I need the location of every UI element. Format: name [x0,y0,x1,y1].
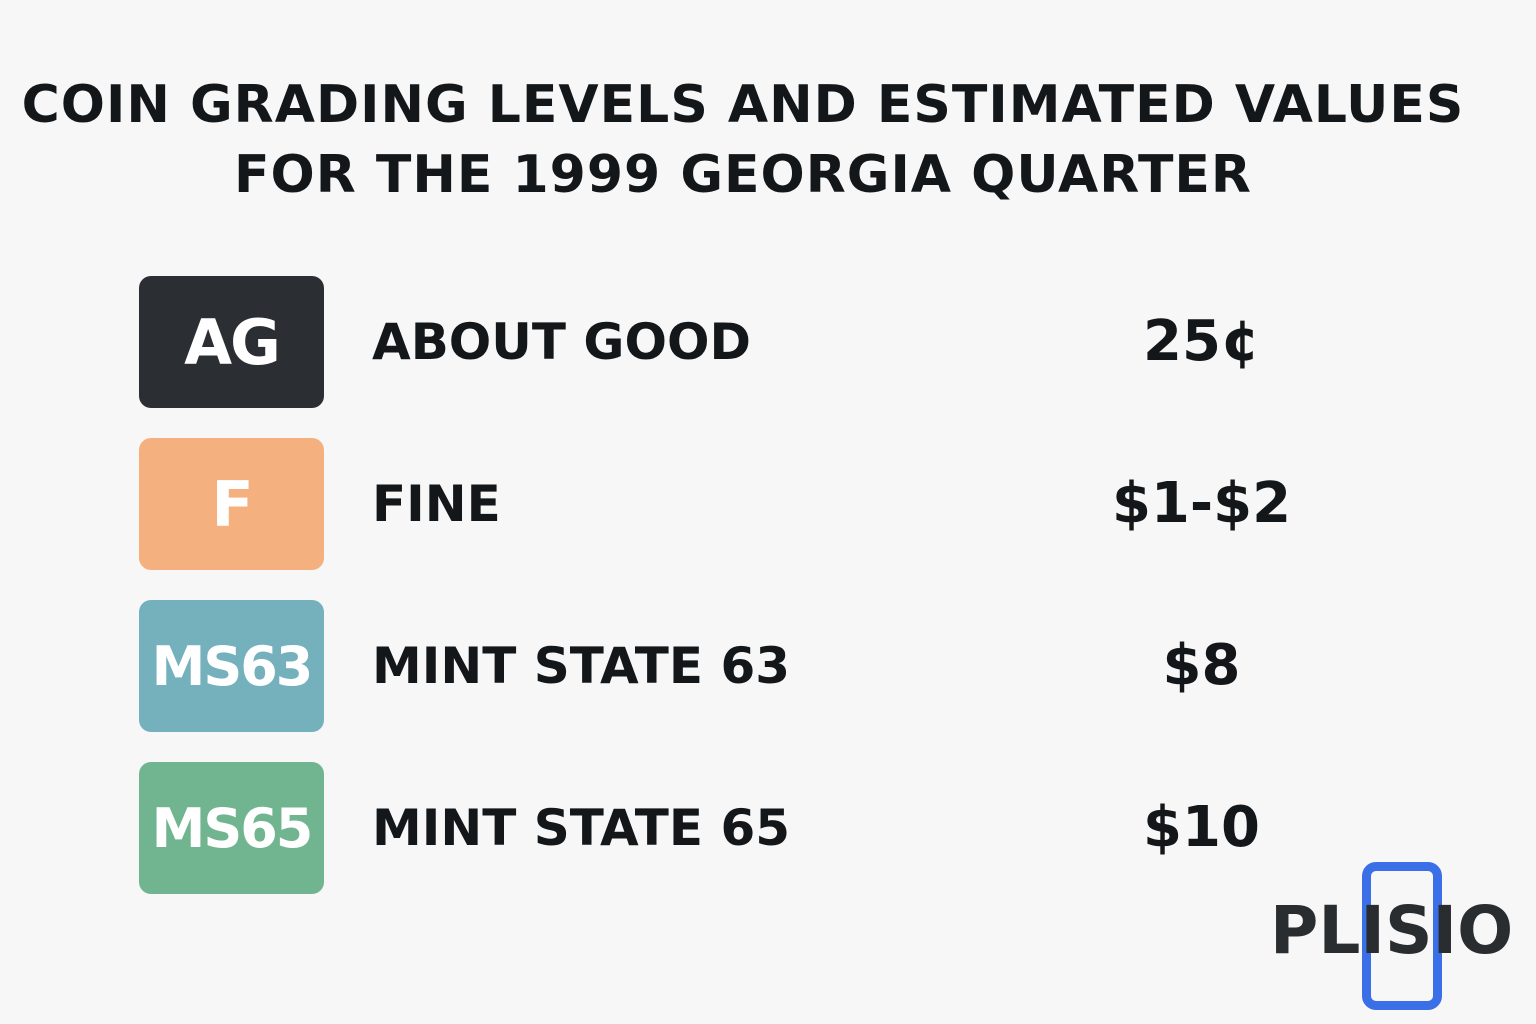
page-title: COIN GRADING LEVELS AND ESTIMATED VALUES… [0,70,1486,210]
grade-value: $1-$2 [1111,471,1292,536]
grade-row-f: F FINE $1-$2 [139,438,1339,570]
logo-text: PLISIO [1270,892,1514,969]
title-line-2: FOR THE 1999 GEORGIA QUARTER [234,145,1252,205]
grade-name: FINE [372,475,501,533]
grade-row-ms65: MS65 MINT STATE 65 $10 [139,762,1339,894]
grade-code: F [211,467,253,541]
grade-code: MS63 [151,634,314,698]
grade-row-ag: AG ABOUT GOOD 25¢ [139,276,1339,408]
grade-name: MINT STATE 63 [372,637,791,695]
grade-name: ABOUT GOOD [372,313,751,371]
grade-row-ms63: MS63 MINT STATE 63 $8 [139,600,1339,732]
grade-code: AG [184,305,281,379]
title-line-1: COIN GRADING LEVELS AND ESTIMATED VALUES [21,75,1465,135]
grade-value: 25¢ [1143,309,1260,374]
grade-badge: MS63 [139,600,324,732]
grade-value: $10 [1143,795,1260,860]
grade-badge: MS65 [139,762,324,894]
grade-name: MINT STATE 65 [372,799,791,857]
plisio-logo: PLISIO [1270,862,1514,1010]
grade-code: MS65 [151,796,314,860]
grade-value: $8 [1162,633,1241,698]
grade-badge: AG [139,276,324,408]
logo-frame-icon [1362,862,1442,1010]
grade-badge: F [139,438,324,570]
